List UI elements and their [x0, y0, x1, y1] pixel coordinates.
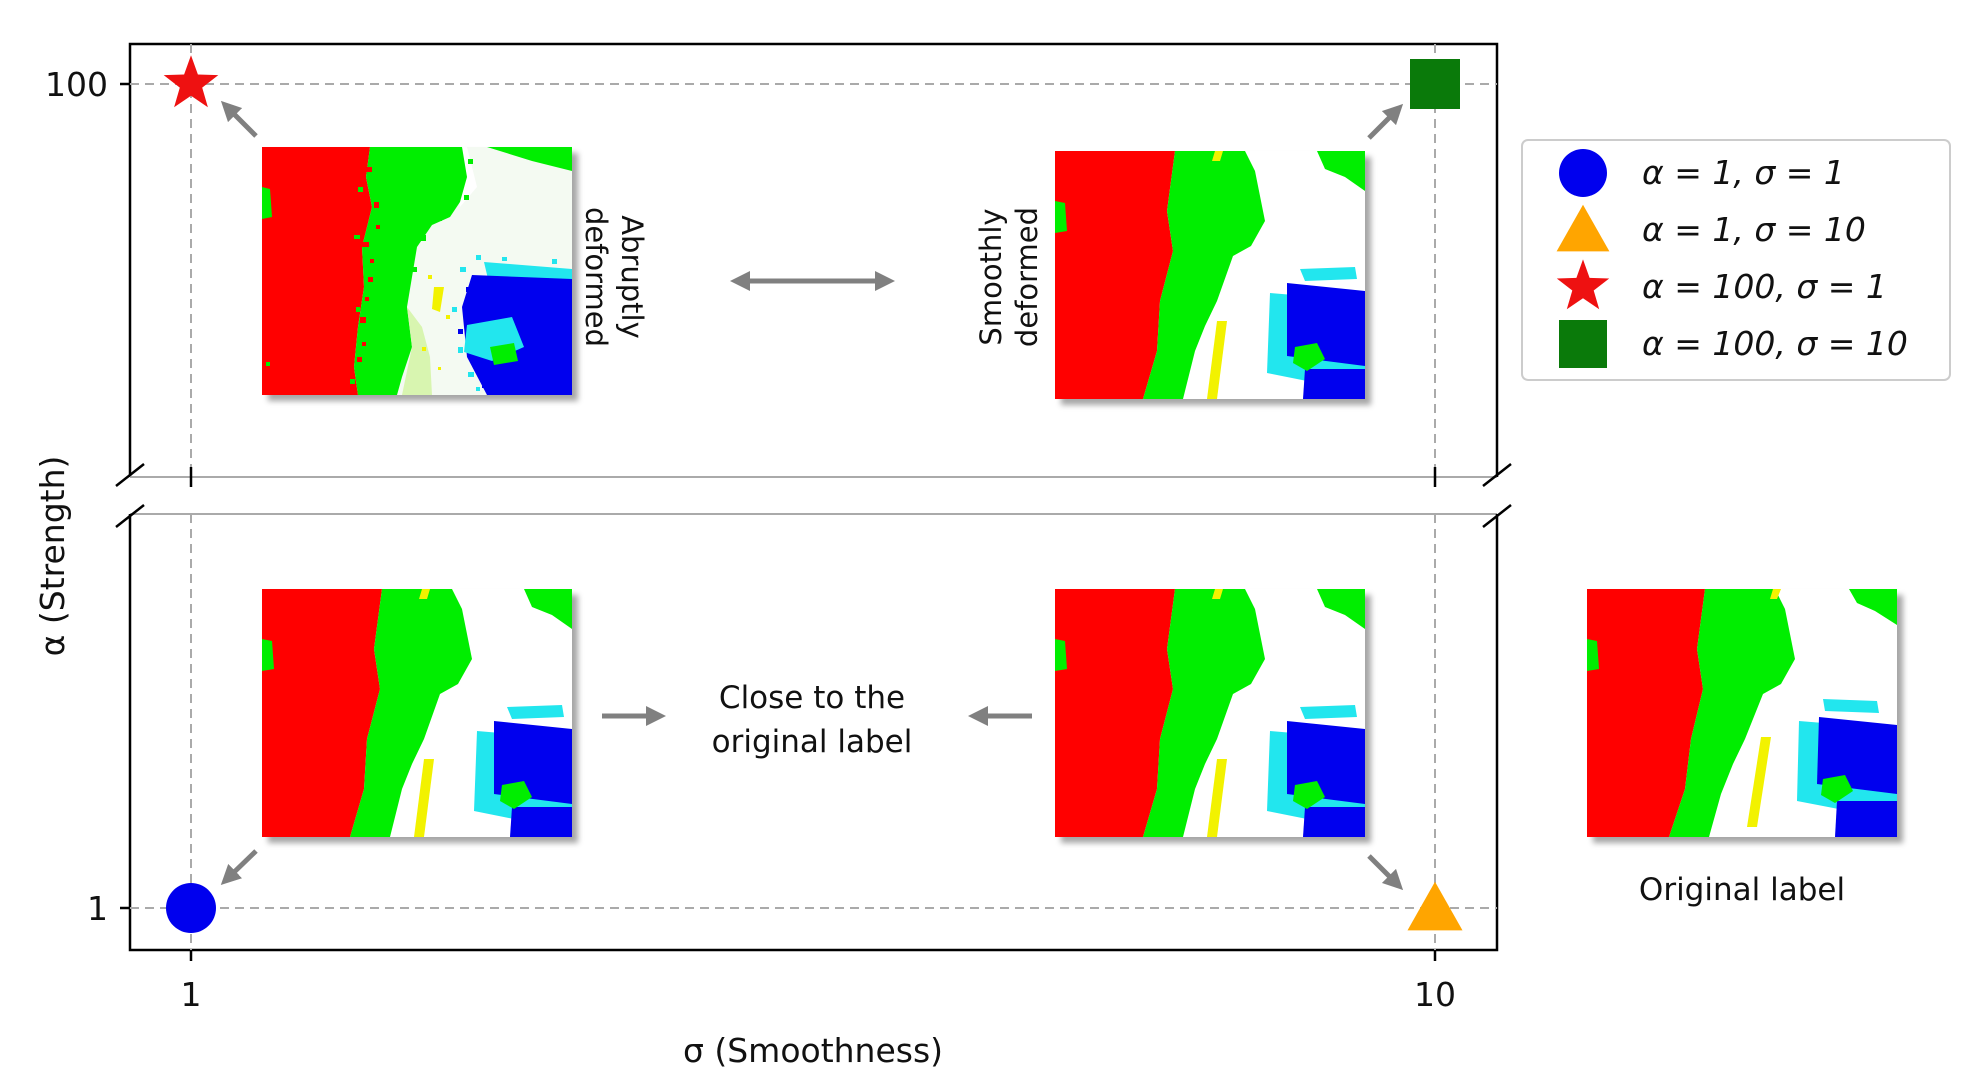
legend-marker-circle	[1559, 149, 1607, 197]
caption-original-label: Original label	[1639, 872, 1845, 908]
thumbnail-low-alpha-high-sigma	[1055, 589, 1365, 837]
marker-alpha100-sigma1	[163, 55, 219, 108]
tick-marks	[120, 82, 1437, 961]
marker-alpha100-sigma10	[1410, 59, 1460, 109]
thumbnail-abrupt	[262, 147, 572, 395]
marker-alpha1-sigma1	[166, 883, 216, 933]
plot-frame	[128, 42, 1499, 952]
thumbnail-smooth	[1055, 151, 1365, 399]
x-tick-label-1: 1	[181, 975, 202, 1014]
thumbnail-low-alpha-low-sigma	[262, 589, 572, 837]
svg-text:deformed: deformed	[579, 207, 613, 347]
legend-label-square: α = 100, σ = 10	[1642, 324, 1908, 363]
grid-lines	[130, 44, 1497, 950]
arrow-to-square	[1367, 103, 1404, 140]
y-tick-label-1: 1	[87, 889, 108, 928]
legend-label-triangle: α = 1, σ = 10	[1642, 210, 1866, 249]
legend-marker-star	[1556, 259, 1610, 310]
axis-break-marks	[115, 463, 1512, 528]
y-axis-label: α (Strength)	[33, 456, 72, 657]
annotation-abrupt: Abruptly deformed	[579, 207, 649, 347]
legend-marker-triangle	[1556, 204, 1610, 252]
x-axis-label: σ (Smoothness)	[683, 1031, 943, 1070]
arrow-to-star	[220, 100, 258, 138]
svg-text:Abruptly: Abruptly	[615, 215, 649, 339]
arrows	[220, 100, 1404, 891]
y-tick-label-100: 100	[45, 65, 108, 104]
legend-frame	[1521, 139, 1951, 381]
svg-text:Smoothly: Smoothly	[974, 208, 1008, 345]
data-markers	[163, 55, 1463, 933]
svg-text:deformed: deformed	[1010, 207, 1044, 347]
legend-label-circle: α = 1, σ = 1	[1642, 153, 1845, 192]
annotation-close-line1: Close to the	[719, 680, 905, 716]
thumbnail-original	[1587, 589, 1897, 837]
annotation-close-line2: original label	[712, 724, 913, 760]
legend: α = 1, σ = 1 α = 1, σ = 10 α = 100, σ = 1 α…	[1521, 139, 1951, 381]
marker-alpha1-sigma10	[1407, 881, 1463, 931]
arrow-to-triangle	[1367, 854, 1404, 891]
legend-label-star: α = 100, σ = 1	[1642, 267, 1887, 306]
annotation-smooth: Smoothly deformed	[974, 207, 1044, 347]
x-tick-label-10: 10	[1414, 975, 1456, 1014]
arrow-to-circle	[220, 849, 258, 885]
legend-marker-square	[1559, 320, 1607, 368]
